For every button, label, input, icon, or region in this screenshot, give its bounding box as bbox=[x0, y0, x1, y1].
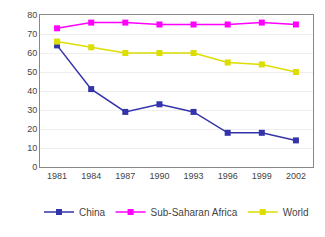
svg-text:1981: 1981 bbox=[47, 171, 67, 181]
svg-text:30: 30 bbox=[27, 105, 37, 115]
svg-text:World: World bbox=[283, 207, 309, 218]
svg-text:60: 60 bbox=[27, 48, 37, 58]
svg-text:Sub-Saharan Africa: Sub-Saharan Africa bbox=[151, 207, 238, 218]
svg-text:1987: 1987 bbox=[115, 171, 135, 181]
svg-text:1990: 1990 bbox=[149, 171, 169, 181]
svg-text:2002: 2002 bbox=[286, 171, 306, 181]
svg-text:China: China bbox=[79, 207, 106, 218]
svg-text:1993: 1993 bbox=[184, 171, 204, 181]
svg-text:80: 80 bbox=[27, 10, 37, 20]
svg-text:50: 50 bbox=[27, 67, 37, 77]
svg-text:40: 40 bbox=[27, 86, 37, 96]
svg-text:1984: 1984 bbox=[81, 171, 101, 181]
svg-text:70: 70 bbox=[27, 29, 37, 39]
svg-text:10: 10 bbox=[27, 143, 37, 153]
svg-text:0: 0 bbox=[32, 162, 37, 172]
svg-text:1999: 1999 bbox=[252, 171, 272, 181]
svg-text:1996: 1996 bbox=[218, 171, 238, 181]
svg-text:20: 20 bbox=[27, 124, 37, 134]
